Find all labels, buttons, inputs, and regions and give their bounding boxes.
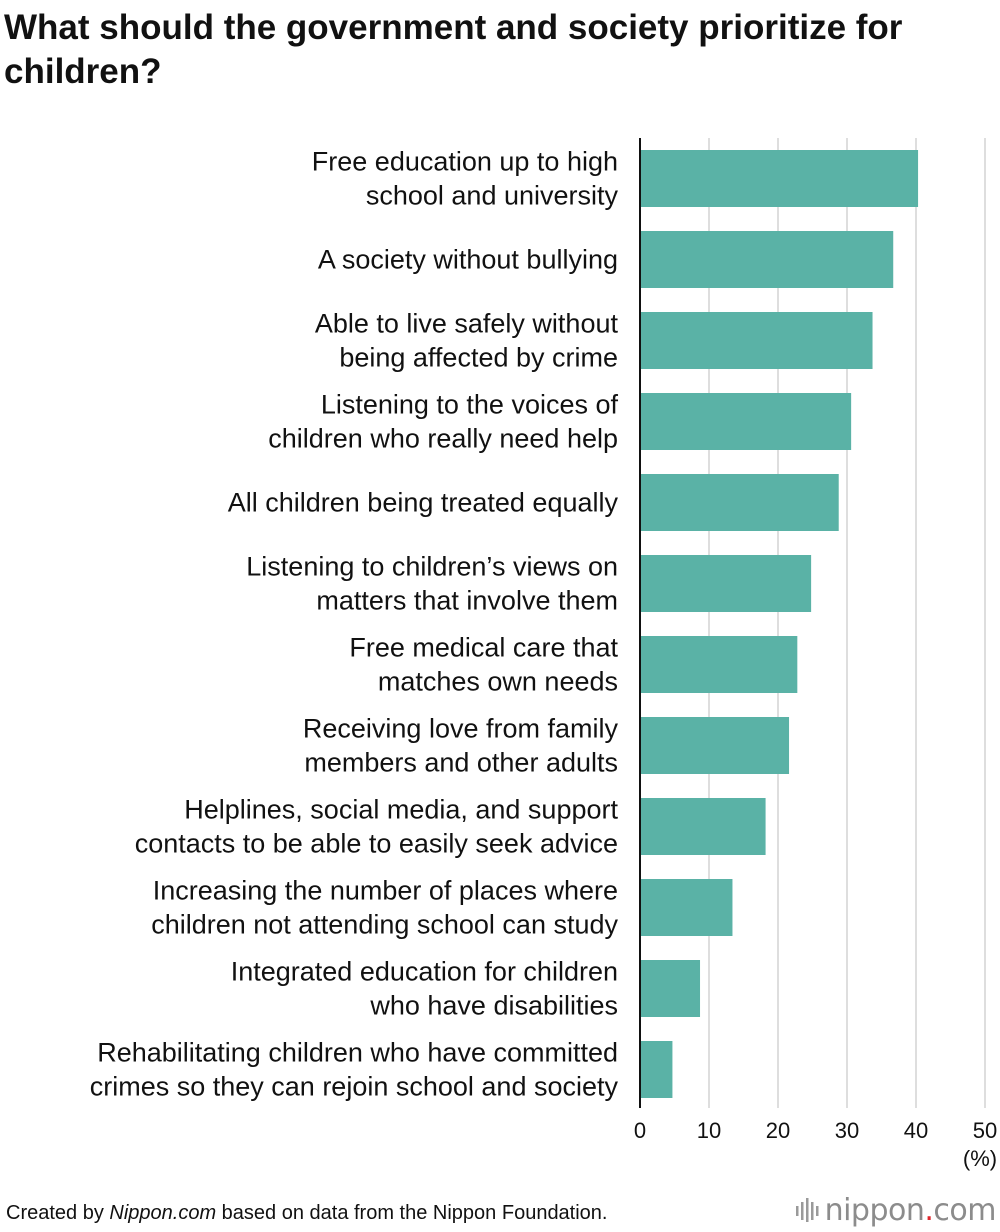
category-label: Increasing the number of places where chi… — [151, 876, 618, 940]
category-label: Helplines, social media, and support cont… — [135, 795, 619, 859]
bar — [640, 798, 766, 855]
category-label: Listening to children’s views on matters … — [246, 552, 618, 616]
nippon-logo: nippon.com — [795, 1192, 996, 1228]
category-label: Receiving love from family members and ot… — [303, 714, 619, 778]
x-tick-label: 0 — [634, 1118, 646, 1143]
bar — [640, 312, 873, 369]
bar — [640, 150, 919, 207]
category-label: Integrated education for children who hav… — [231, 957, 618, 1021]
category-label: Free education up to high school and univ… — [312, 147, 619, 211]
x-axis-unit-label: (%) — [963, 1146, 997, 1171]
category-label: A society without bullying — [318, 245, 618, 275]
x-tick-label: 30 — [835, 1118, 859, 1143]
logo-tld: com — [933, 1192, 996, 1228]
x-tick-label: 50 — [973, 1118, 997, 1143]
category-label: Listening to the voices of children who r… — [268, 390, 618, 454]
bar — [640, 474, 839, 531]
credit-prefix: Created by — [6, 1202, 110, 1224]
bar — [640, 879, 733, 936]
logo-dot: . — [924, 1192, 934, 1228]
bar — [640, 393, 852, 450]
x-tick-label: 20 — [766, 1118, 790, 1143]
category-label: Free medical care that matches own needs — [349, 633, 618, 697]
bar — [640, 1041, 673, 1098]
chart-title: What should the government and society p… — [4, 8, 903, 91]
bar — [640, 960, 701, 1017]
credit-source-name: Nippon.com — [109, 1202, 217, 1224]
bar — [640, 717, 790, 774]
category-labels: Free education up to high school and univ… — [90, 147, 619, 1102]
source-credit: Created by Nippon.com based on data from… — [6, 1202, 608, 1225]
bar — [640, 555, 812, 612]
x-tick-labels: 0 10 20 30 40 50 — [634, 1118, 997, 1143]
x-tick-label: 40 — [904, 1118, 928, 1143]
category-label: Rehabilitating children who have committ… — [90, 1038, 619, 1102]
gridlines — [708, 138, 986, 1108]
bar — [640, 636, 798, 693]
bar — [640, 231, 894, 288]
category-label: All children being treated equally — [228, 488, 619, 518]
bars — [640, 150, 919, 1098]
logo-name: nippon — [824, 1192, 925, 1228]
credit-suffix: based on data from the Nippon Foundation… — [216, 1202, 608, 1224]
category-label: Able to live safely without being affecte… — [315, 309, 619, 373]
x-tick-label: 10 — [697, 1118, 721, 1143]
logo-bars-icon — [795, 1198, 819, 1222]
